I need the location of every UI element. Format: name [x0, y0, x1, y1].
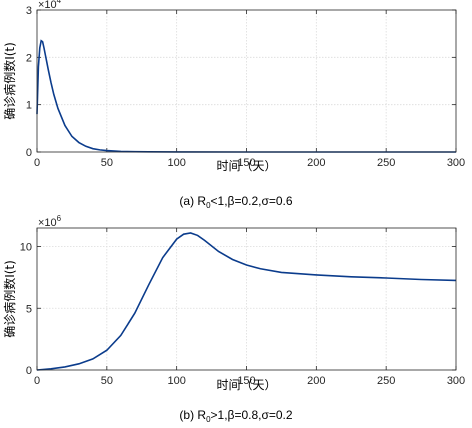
- y-axis-label: 确诊病例数I(t): [2, 260, 17, 338]
- x-tick-label: 0: [34, 157, 40, 169]
- x-tick-label: 50: [101, 375, 113, 387]
- y-tick-label: 2: [26, 52, 32, 64]
- x-tick-label: 300: [447, 375, 465, 387]
- chart-caption: (a) R0<1,β=0.2,σ=0.6: [179, 194, 292, 210]
- y-exponent-label: ×104: [38, 0, 62, 11]
- y-tick-label: 0: [26, 147, 32, 159]
- x-tick-label: 100: [167, 157, 185, 169]
- x-tick-label: 100: [167, 375, 185, 387]
- x-tick-label: 200: [307, 375, 325, 387]
- chart-caption: (b) R0>1,β=0.8,σ=0.2: [179, 408, 292, 424]
- axes-frame: [36, 9, 457, 153]
- x-axis-label: 时间（天）: [216, 378, 276, 392]
- x-tick-label: 0: [34, 375, 40, 387]
- y-tick-label: 0: [26, 365, 32, 377]
- x-axis-label: 时间（天）: [216, 159, 276, 173]
- y-tick-label: 5: [26, 303, 32, 315]
- y-tick-label: 1: [26, 100, 32, 112]
- chart-b: 0 50 100 150 200 250 300 0 5 10 ×106 时间（天） 确诊病例数I(t)…: [2, 214, 465, 424]
- x-tick-label: 250: [377, 375, 395, 387]
- y-exponent-label: ×106: [38, 214, 62, 229]
- x-tick-label: 300: [447, 157, 465, 169]
- x-tick-label: 150: [237, 375, 255, 387]
- x-tick-label: 250: [377, 157, 395, 169]
- x-tick-label: 150: [237, 157, 255, 169]
- x-tick-label: 50: [101, 157, 113, 169]
- y-tick-label: 10: [20, 242, 32, 254]
- series-line: [36, 232, 457, 371]
- y-axis-label: 确诊病例数I(t): [2, 42, 17, 120]
- y-tick-label: 3: [26, 5, 32, 17]
- chart-a: 0 50 100 150 200 250 300 0 1 2 3 ×104 时间（天） 确诊病例数I(t)…: [2, 0, 465, 210]
- x-tick-label: 200: [307, 157, 325, 169]
- axes-frame: [36, 227, 457, 371]
